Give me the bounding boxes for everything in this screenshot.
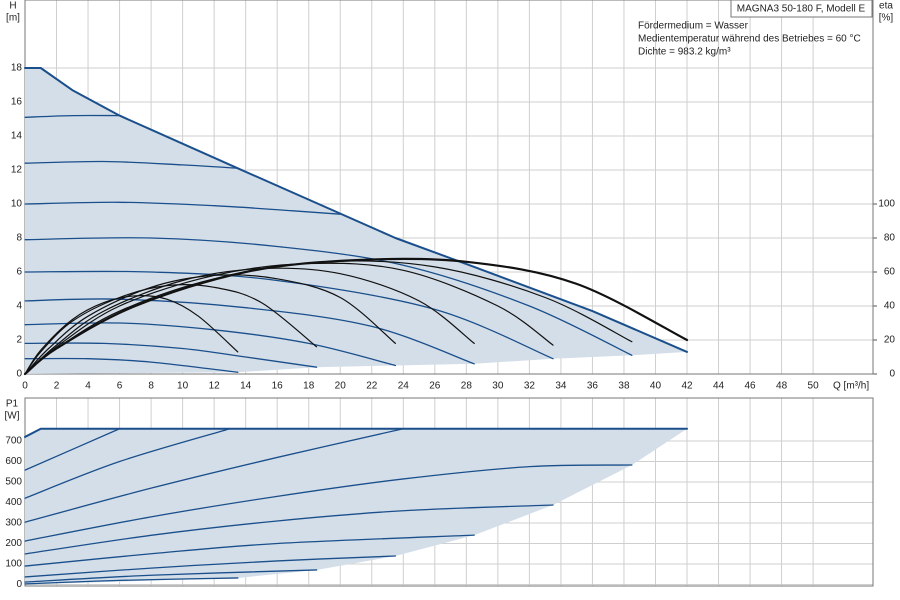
curve	[24, 464, 633, 542]
y-tick-label: 16	[11, 97, 23, 108]
chart-title: MAGNA3 50-180 F, Modell E	[737, 4, 866, 15]
y-tick-label: 600	[5, 456, 22, 467]
efficiency-curve	[24, 262, 554, 375]
curve	[24, 201, 341, 215]
y-axis-label: P1	[6, 399, 19, 410]
annotation: Medientemperatur während des Betriebes =…	[638, 34, 861, 45]
curve	[24, 534, 475, 567]
title-box	[730, 0, 873, 18]
y-axis-unit: [m]	[6, 13, 20, 24]
x-tick-label: 18	[303, 381, 315, 392]
efficiency-curve	[24, 274, 397, 375]
curve	[24, 114, 121, 118]
y-tick-label: 6	[16, 267, 22, 278]
x-tick-label: 48	[776, 381, 788, 392]
x-tick-label: 28	[461, 381, 473, 392]
curve	[24, 428, 404, 523]
y2-tick-label: 80	[884, 233, 896, 244]
curve	[24, 160, 239, 169]
y-tick-label: 0	[16, 579, 22, 590]
y-tick-label: 14	[11, 131, 23, 142]
y-axis-unit: [W]	[5, 411, 20, 422]
x-tick-label: 4	[85, 381, 91, 392]
curve	[24, 428, 231, 499]
x-tick-label: 34	[555, 381, 567, 392]
x-tick-label: 38	[618, 381, 630, 392]
x-tick-label: 0	[22, 381, 28, 392]
x-tick-label: 42	[681, 381, 693, 392]
x-tick-label: 8	[148, 381, 154, 392]
y-tick-label: 200	[5, 538, 22, 549]
y-tick-label: 700	[5, 436, 22, 447]
curve	[24, 237, 633, 356]
y-tick-label: 2	[16, 335, 22, 346]
curve	[24, 555, 397, 578]
curve	[24, 504, 554, 555]
y-tick-label: 10	[11, 199, 23, 210]
y2-tick-label: 20	[884, 335, 896, 346]
curve	[24, 298, 475, 365]
x-tick-label: 32	[524, 381, 536, 392]
x-tick-label: 24	[398, 381, 410, 392]
y-tick-label: 18	[11, 63, 23, 74]
efficiency-curve	[23, 257, 689, 376]
curve	[24, 577, 239, 585]
x-tick-label: 44	[713, 381, 725, 392]
y-tick-label: 300	[5, 518, 22, 529]
y2-axis-label: eta	[879, 1, 893, 12]
x-tick-label: 46	[744, 381, 756, 392]
annotation: Dichte = 983.2 kg/m³	[638, 47, 731, 58]
x-tick-label: 20	[335, 381, 347, 392]
x-tick-label: 14	[240, 381, 252, 392]
curves	[23, 67, 689, 585]
x-tick-label: 16	[272, 381, 284, 392]
curve	[24, 357, 239, 373]
curve	[24, 270, 554, 360]
curve	[24, 428, 121, 471]
curve	[24, 427, 689, 438]
y-tick-label: 400	[5, 497, 22, 508]
y-tick-label: 8	[16, 233, 22, 244]
x-tick-label: 10	[177, 381, 189, 392]
y-tick-label: 4	[16, 301, 22, 312]
y2-axis-unit: [%]	[879, 13, 894, 24]
x-tick-label: 36	[587, 381, 599, 392]
x-tick-label: 2	[54, 381, 60, 392]
x-tick-label: 30	[492, 381, 504, 392]
y2-tick-label: 100	[878, 199, 895, 210]
y2-tick-label: 60	[884, 267, 896, 278]
labels: MAGNA3 50-180 F, Modell E Fördermedium =…	[5, 0, 896, 590]
efficiency-curve	[24, 267, 475, 375]
x-axis-label: Q [m³/h]	[833, 381, 869, 392]
y2-tick-label: 40	[884, 301, 896, 312]
curve	[24, 342, 318, 368]
y-tick-label: 12	[11, 165, 23, 176]
y-tick-label: 500	[5, 477, 22, 488]
x-tick-label: 26	[429, 381, 441, 392]
x-tick-label: 6	[117, 381, 123, 392]
y-tick-label: 100	[5, 559, 22, 570]
x-tick-label: 22	[366, 381, 378, 392]
x-tick-label: 50	[808, 381, 820, 392]
y-tick-label: 0	[16, 369, 22, 380]
x-tick-label: 40	[650, 381, 662, 392]
y-axis-label: H	[9, 1, 16, 12]
curve	[24, 569, 318, 583]
x-tick-label: 12	[209, 381, 221, 392]
annotation: Fördermedium = Wasser	[638, 21, 749, 32]
y2-tick-label: 0	[889, 369, 895, 380]
